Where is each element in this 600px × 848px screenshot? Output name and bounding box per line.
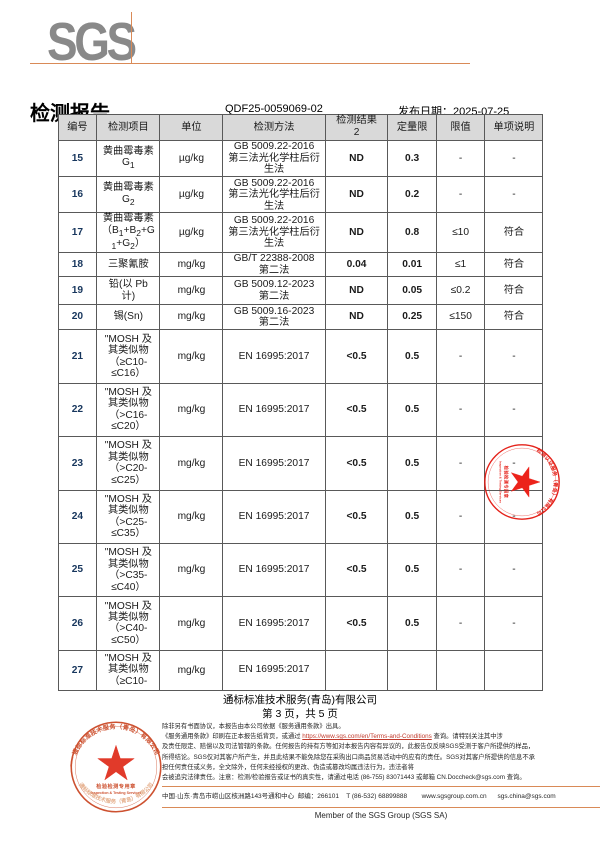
svg-text:检验检测专用章: 检验检测专用章 <box>96 782 136 790</box>
svg-text:检验检测专用章: 检验检测专用章 <box>502 466 509 499</box>
svg-text:Inspection & Testing Services: Inspection & Testing Services <box>91 791 142 795</box>
svg-text:Inspection & Testing Services: Inspection & Testing Services <box>499 461 503 503</box>
